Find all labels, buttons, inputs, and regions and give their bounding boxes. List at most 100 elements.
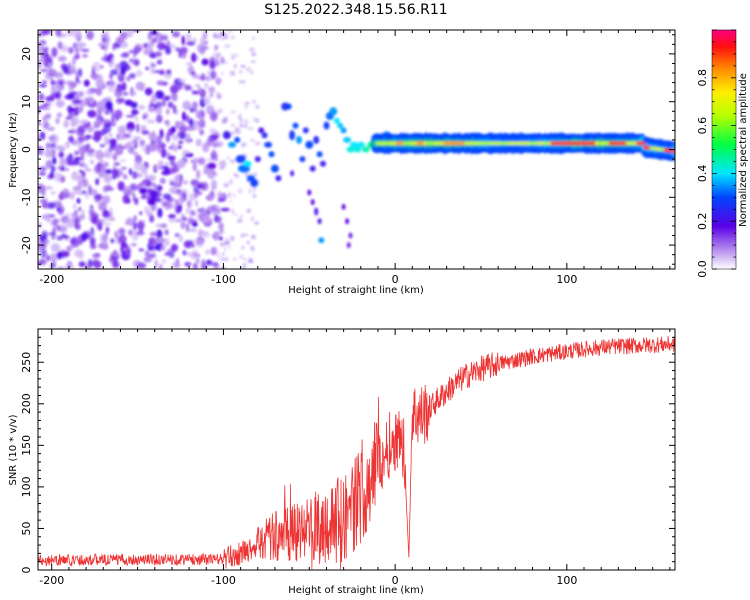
spectrogram-noise-cell [239,118,244,122]
spectrogram-noise-cell [209,193,216,200]
spectrogram-noise-cell [161,170,171,176]
spectrogram-signal-cell [314,207,319,216]
spectrogram-noise-cell [174,199,179,206]
spectrogram-noise-cell [221,71,224,76]
spectrogram-noise-cell [190,179,199,187]
spectrogram-noise-cell [78,207,82,212]
spectrogram-noise-cell [250,216,254,222]
spectrogram-noise-cell [90,205,94,209]
spectrogram-noise-cell [58,151,64,159]
spectrogram-noise-cell [115,115,119,122]
spectrogram-noise-cell [90,73,99,79]
spectrogram-noise-cell [135,81,145,91]
spectrogram-noise-cell [80,48,90,52]
spectrogram-noise-cell [198,230,206,236]
spectrogram-noise-cell [214,173,218,176]
spectrogram-noise-cell [156,237,166,245]
spectrogram-noise-cell [56,112,63,118]
spectrogram-noise-cell [73,157,82,161]
y-tick-label: 10 [20,95,33,109]
spectrogram-noise-cell [62,235,70,239]
spectrogram-noise-cell [195,238,204,248]
spectrogram-noise-cell [216,93,222,100]
spectrogram-noise-cell [99,143,106,148]
x-tick-label: -200 [39,273,64,286]
spectrogram-noise-cell [173,145,178,153]
x-tick-label: -200 [39,574,64,587]
colorbar-tick-label: 0.0 [696,260,709,278]
spectrogram-band-core [639,141,646,146]
spectrogram-noise-cell [162,259,166,264]
spectrogram-noise-cell [139,187,148,195]
spectrogram-noise-cell [208,86,216,93]
spectrogram-noise-cell [170,243,179,252]
spectrogram-noise-cell [70,116,80,127]
spectrogram-noise-cell [230,35,236,40]
colorbar-tick-label: 0.2 [696,212,709,230]
spectrogram-noise-cell [68,135,74,143]
spectrogram-noise-cell [168,252,175,258]
spectrogram-noise-cell [118,234,127,245]
spectrogram-noise-cell [218,222,224,231]
snr-xlabel: Height of straight line (km) [288,585,424,596]
spectrogram-noise-cell [61,33,67,38]
spectrogram-noise-cell [71,128,78,134]
spectrogram-noise-cell [134,115,139,122]
spectrogram-signal-cell [316,151,323,158]
spectrogram-noise-cell [77,124,86,134]
spectrogram-signal-cell [361,146,370,153]
snr-panel: -200 -100 0 100 0 50 100 150 200 250 Height of st… [8,328,676,596]
spectrogram-noise-cell [136,43,145,49]
spectrogram-noise-cell [73,191,81,195]
spectrogram-noise-cell [205,249,210,255]
spectrogram-noise-cell [149,232,158,236]
spectrogram-noise-cell [133,59,140,67]
spectrogram-signal-cell [318,237,325,244]
spectrogram-noise-cell [239,70,242,74]
spectrogram-noise-cell [40,45,43,52]
spectrogram-noise-cell [148,239,152,244]
spectrogram-noise-cell [131,109,139,116]
spectrogram-noise-cell [72,202,77,210]
spectrogram-noise-cell [155,101,163,109]
spectrogram-noise-cell [182,100,192,110]
spectrogram-noise-cell [78,107,83,113]
spectrogram-signal-cell [346,146,355,153]
spectrogram-noise-cell [77,181,82,191]
spectrogram-noise-cell [203,214,211,224]
spectrogram-noise-cell [55,145,65,151]
spectrogram-noise-cell [178,78,186,84]
spectrogram-noise-cell [144,171,148,182]
spectrogram-noise-cell [65,116,73,120]
spectrogram-signal-cell [261,132,268,139]
spectrogram-noise-cell [38,136,42,142]
spectrogram-noise-cell [249,172,252,175]
spectrogram-noise-cell [179,125,188,133]
spectrogram-noise-cell [165,162,169,166]
spectrogram-noise-cell [57,41,63,50]
spectrogram-noise-cell [231,52,234,59]
spectrogram-signal-cell [254,156,261,163]
spectrogram-signal-cell [305,140,314,149]
spectrogram-noise-cell [254,141,261,146]
spectrogram-noise-cell [146,119,156,124]
spectrogram-noise-cell [42,121,50,130]
spectrogram-noise-cell [202,96,211,106]
spectrogram-noise-cell [72,30,82,39]
spectrogram-signal-cell [285,103,292,110]
spectrogram-noise-cell [129,168,132,176]
spectrogram-noise-cell [168,214,176,219]
spectrogram-noise-cell [78,261,86,268]
spectrogram-noise-cell [39,234,47,243]
spectrogram-noise-cell [219,229,225,234]
spectrogram-noise-cell [174,233,180,238]
spectrogram-noise-cell [239,255,244,259]
spectrogram-noise-cell [229,199,232,203]
spectrogram-noise-cell [87,259,93,268]
spectrogram-noise-cell [117,181,125,191]
spectrogram-noise-cell [155,106,163,116]
spectrogram-noise-cell [238,80,245,84]
spectrogram-noise-cell [38,222,42,229]
spectrogram-noise-cell [111,168,119,178]
